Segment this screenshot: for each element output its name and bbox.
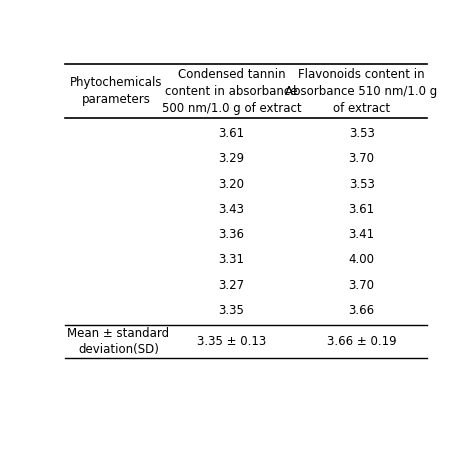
Text: Condensed tannin
content in absorbance
500 nm/1.0 g of extract: Condensed tannin content in absorbance 5… bbox=[162, 68, 302, 115]
Text: 3.70: 3.70 bbox=[349, 152, 375, 165]
Text: Mean ± standard
deviation(SD): Mean ± standard deviation(SD) bbox=[67, 327, 170, 356]
Text: 3.36: 3.36 bbox=[219, 228, 245, 241]
Text: 3.66: 3.66 bbox=[349, 304, 375, 317]
Text: 3.20: 3.20 bbox=[219, 178, 245, 191]
Text: 3.70: 3.70 bbox=[349, 279, 375, 292]
Text: 3.35 ± 0.13: 3.35 ± 0.13 bbox=[197, 335, 266, 348]
Text: 3.29: 3.29 bbox=[219, 152, 245, 165]
Text: 3.53: 3.53 bbox=[349, 178, 375, 191]
Text: 3.31: 3.31 bbox=[219, 253, 245, 266]
Text: 3.66 ± 0.19: 3.66 ± 0.19 bbox=[327, 335, 397, 348]
Text: 3.41: 3.41 bbox=[349, 228, 375, 241]
Text: Flavonoids content in
Absorbance 510 nm/1.0 g
of extract: Flavonoids content in Absorbance 510 nm/… bbox=[286, 68, 438, 115]
Text: 3.61: 3.61 bbox=[349, 203, 375, 216]
Text: 3.35: 3.35 bbox=[219, 304, 245, 317]
Text: Phytochemicals
parameters: Phytochemicals parameters bbox=[70, 76, 162, 106]
Text: 3.61: 3.61 bbox=[219, 127, 245, 140]
Text: 3.27: 3.27 bbox=[219, 279, 245, 292]
Text: 3.53: 3.53 bbox=[349, 127, 375, 140]
Text: 3.43: 3.43 bbox=[219, 203, 245, 216]
Text: 4.00: 4.00 bbox=[349, 253, 375, 266]
